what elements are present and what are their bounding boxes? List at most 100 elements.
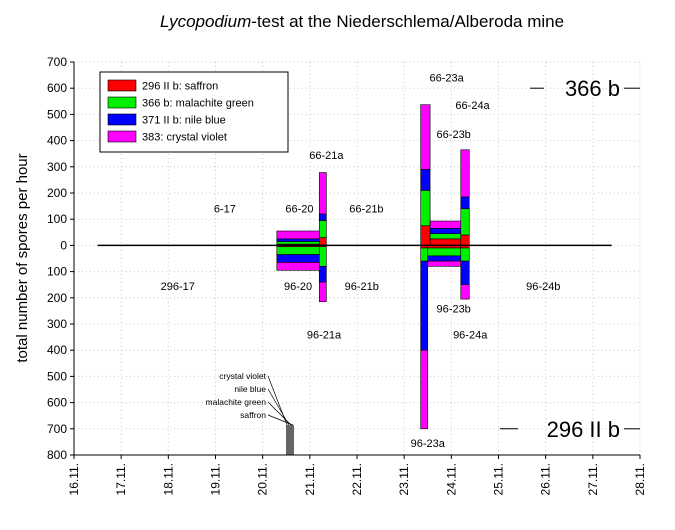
annotation-4: 66-23a [429, 73, 464, 85]
annotation-0: 6-17 [214, 204, 236, 216]
y-tick-label-10: 300 [47, 317, 67, 331]
bar-3-segment-2 [430, 228, 461, 233]
y-tick-label-2: 500 [47, 107, 67, 121]
corner-labels: 366 b 296 II b [500, 76, 640, 442]
annotation-5: 66-24a [455, 100, 490, 112]
bar-3-segment-3 [430, 221, 461, 228]
annotation-7: 296-17 [161, 281, 195, 293]
annotation-13: 96-24a [453, 329, 488, 341]
legend-swatch-0 [108, 80, 136, 91]
x-tick-label-3: 19.11. [209, 463, 223, 495]
bar-1-segment-3 [319, 173, 326, 214]
bar-0-segment-1 [277, 241, 319, 244]
x-tick-label-12: 28.11. [633, 463, 647, 495]
bar-4-segment-3 [461, 150, 469, 197]
bar-2-segment-1 [421, 190, 430, 225]
bar-2-segment-2 [421, 169, 430, 190]
bar-7-segment-1 [421, 248, 428, 261]
x-tick-label-1: 17.11. [114, 463, 128, 495]
indicator-labels: crystal violet nile blue malachite green sa… [206, 371, 293, 455]
x-tick-label-6: 22.11. [350, 463, 364, 495]
indicator-label-2: malachite green [206, 397, 267, 407]
y-tick-label-8: 100 [47, 265, 67, 279]
bar-6-segment-2 [319, 266, 326, 282]
legend-label-1: 366 b: malachite green [142, 98, 254, 110]
annotation-3: 66-21b [349, 204, 383, 216]
bar-8-segment-2 [428, 256, 461, 261]
annotation-1: 66-20 [285, 204, 313, 216]
y-tick-label-6: 100 [47, 212, 67, 226]
x-tick-label-4: 20.11. [256, 463, 270, 495]
annotation-2: 66-21a [309, 150, 344, 162]
annotation-8: 96-20 [284, 281, 312, 293]
y-tick-label-1: 600 [47, 81, 67, 95]
x-tick-label-5: 21.11. [303, 463, 317, 495]
y-tick-label-9: 200 [47, 291, 67, 305]
indicator-leader-3 [268, 415, 293, 425]
bars [277, 105, 469, 429]
bar-5-segment-3 [277, 262, 319, 270]
y-tick-label-3: 400 [47, 134, 67, 148]
bar-6-segment-3 [319, 282, 326, 302]
bar-3-segment-1 [430, 234, 461, 239]
bar-4-segment-0 [461, 235, 469, 245]
bar-2-segment-0 [421, 226, 430, 246]
indicator-label-0: crystal violet [219, 371, 266, 381]
y-tick-label-0: 700 [47, 55, 67, 69]
bar-8-segment-1 [428, 248, 461, 256]
bar-3-segment-0 [430, 239, 461, 246]
y-tick-label-12: 500 [47, 369, 67, 383]
bar-0-segment-3 [277, 231, 319, 239]
bar-7-segment-3 [421, 350, 428, 429]
annotation-6: 66-23b [437, 129, 471, 141]
annotation-12: 96-23b [437, 303, 471, 315]
legend-swatch-1 [108, 97, 136, 108]
legend-swatch-3 [108, 131, 136, 142]
y-tick-label-14: 700 [47, 422, 67, 436]
y-tick-label-5: 200 [47, 186, 67, 200]
bar-2-segment-3 [421, 105, 430, 170]
x-tick-label-0: 16.11. [67, 463, 81, 495]
annotation-10: 96-24b [526, 281, 560, 293]
legend-swatch-2 [108, 114, 136, 125]
bar-5-segment-1 [277, 247, 319, 255]
y-tick-label-4: 300 [47, 160, 67, 174]
bar-9-segment-1 [461, 248, 469, 261]
corner-label-0: 366 b [565, 76, 620, 101]
annotation-14: 96-23a [411, 438, 446, 450]
x-tick-label-2: 18.11. [161, 463, 175, 495]
indicator-label-3: saffron [240, 410, 266, 420]
chart-title: Lycopodium-test at the Niederschlema/Alb… [160, 12, 564, 31]
x-tick-label-10: 26.11. [539, 463, 553, 495]
bar-8-segment-3 [428, 261, 461, 266]
y-tick-label-15: 800 [47, 448, 67, 462]
bar-6-segment-1 [319, 247, 326, 267]
chart-title-italic: Lycopodium [160, 12, 251, 31]
bar-9-segment-2 [461, 261, 469, 285]
bar-1-segment-0 [319, 238, 326, 246]
legend-label-3: 383: crystal violet [142, 132, 227, 144]
indicator-leader-0 [268, 376, 287, 425]
indicator-label-1: nile blue [234, 384, 266, 394]
x-tick-label-7: 23.11. [397, 463, 411, 495]
y-tick-label-13: 600 [47, 396, 67, 410]
x-tick-label-11: 27.11. [586, 463, 600, 495]
bar-0-segment-2 [277, 239, 319, 242]
legend: 296 II b: saffron 366 b: malachite green 3… [100, 72, 288, 152]
y-tick-label-7: 0 [60, 238, 67, 252]
y-axis-label: total number of spores per hour [14, 153, 31, 362]
bar-1-segment-1 [319, 221, 326, 238]
bar-1-segment-2 [319, 214, 326, 221]
bar-4-segment-1 [461, 209, 469, 235]
corner-label-1: 296 II b [547, 417, 620, 442]
bar-4-segment-2 [461, 197, 469, 209]
chart-title-rest: -test at the Niederschlema/Alberoda mine [251, 12, 564, 31]
x-tick-label-8: 24.11. [444, 463, 458, 495]
legend-label-0: 296 II b: saffron [142, 81, 218, 93]
bar-7-segment-2 [421, 261, 428, 350]
bar-9-segment-3 [461, 285, 469, 299]
bar-5-segment-2 [277, 255, 319, 263]
y-tick-label-11: 400 [47, 343, 67, 357]
legend-label-2: 371 II b: nile blue [142, 115, 226, 127]
